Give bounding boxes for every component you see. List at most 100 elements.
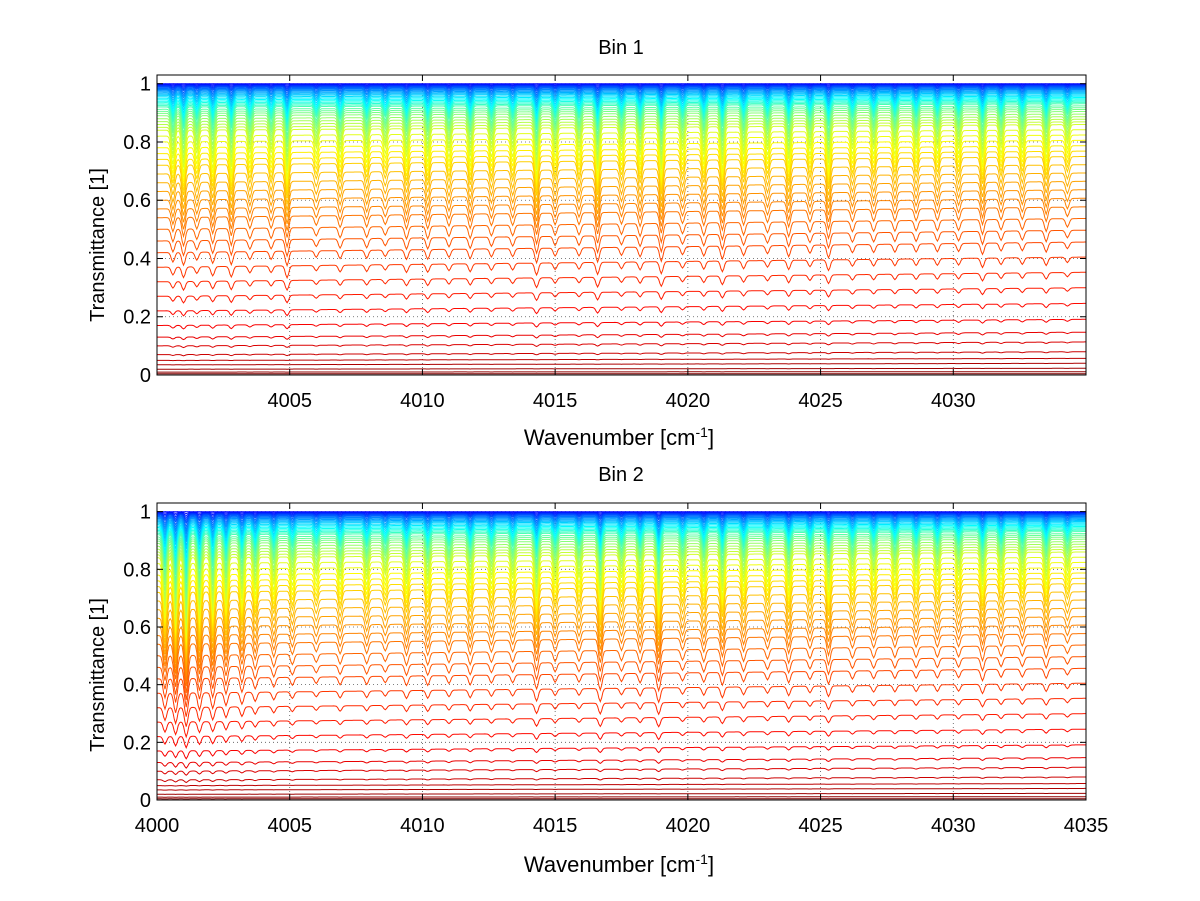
y-tick-label: 0.2	[123, 307, 151, 329]
series-line	[157, 556, 1086, 647]
series-line	[157, 567, 1086, 652]
series-line	[157, 792, 1086, 795]
x-tick-label: 4020	[666, 390, 711, 412]
series-line	[157, 331, 1086, 341]
y-tick-label: 0.6	[123, 190, 151, 212]
series-line	[157, 83, 1086, 86]
bin-1-xlabel-main: Wavenumber [cm	[524, 425, 696, 450]
series-line	[157, 546, 1086, 628]
series-line	[157, 577, 1086, 657]
series-line	[157, 521, 1086, 550]
series-line	[157, 607, 1086, 672]
series-line	[157, 89, 1086, 100]
bin-2-xlabel-end: ]	[708, 852, 714, 877]
series-line	[157, 118, 1086, 163]
bin-2-xlabel: Wavenumber [cm-1]	[524, 851, 714, 877]
x-tick-label: 4020	[666, 815, 711, 837]
series-line	[157, 341, 1086, 349]
bin-2-xlabel-sup: -1	[696, 851, 709, 867]
series-line	[157, 121, 1086, 167]
series-line	[157, 92, 1086, 108]
series-line	[157, 644, 1086, 693]
x-tick-label: 4025	[798, 815, 843, 837]
series-line	[157, 156, 1086, 198]
series-line	[157, 536, 1086, 601]
series-line	[157, 522, 1086, 554]
bin-1-xlabel-sup: -1	[696, 424, 709, 440]
bin-1-axes-box	[156, 74, 1087, 376]
series-line	[157, 538, 1086, 607]
y-tick-label: 0.8	[123, 132, 151, 154]
series-line	[157, 514, 1086, 525]
series-line	[157, 572, 1086, 654]
series-line	[157, 139, 1086, 186]
y-tick-label: 0.2	[123, 732, 151, 754]
series-line	[157, 591, 1086, 664]
bin-2-ticks: 4000 4005 4010 4015 4020 4025 4030 4035 0 0.2 0.4 0…	[123, 502, 1108, 837]
series-line	[157, 528, 1086, 575]
series-line	[157, 744, 1086, 760]
series-line	[157, 548, 1086, 635]
bin-1-title: Bin 1	[598, 37, 644, 59]
series-line	[157, 88, 1086, 98]
series-line	[157, 541, 1086, 614]
series-line	[157, 529, 1086, 580]
series-line	[157, 189, 1086, 225]
series-line	[157, 102, 1086, 129]
y-tick-label: 1	[140, 74, 151, 96]
series-line	[157, 180, 1086, 218]
series-line	[157, 682, 1086, 717]
series-line	[157, 583, 1086, 660]
series-line	[157, 99, 1086, 123]
bin-1-xlabel-end: ]	[708, 425, 714, 450]
series-line	[157, 217, 1087, 249]
series-line	[157, 633, 1087, 687]
series-line	[156, 534, 1086, 595]
series-line	[157, 523, 1086, 559]
bin-1-series-group	[156, 83, 1087, 375]
series-line	[157, 172, 1086, 211]
y-tick-label: 1	[140, 502, 151, 524]
y-tick-label: 0	[140, 790, 151, 812]
x-tick-label: 4005	[267, 390, 312, 412]
series-line	[157, 318, 1086, 330]
series-line	[157, 90, 1086, 103]
x-tick-label: 4005	[267, 815, 312, 837]
series-line	[157, 520, 1086, 546]
bin-2-axes-box	[156, 502, 1087, 801]
series-line	[157, 796, 1086, 798]
series-line	[157, 95, 1086, 116]
series-line	[157, 518, 1086, 541]
series-line	[157, 517, 1086, 537]
series-line	[157, 129, 1086, 178]
series-line	[157, 787, 1086, 791]
y-tick-label: 0	[140, 365, 151, 387]
series-line	[157, 241, 1086, 268]
series-line	[157, 531, 1086, 584]
series-line	[157, 516, 1086, 534]
series-line	[157, 766, 1086, 776]
x-tick-label: 4025	[798, 390, 843, 412]
series-line	[157, 624, 1087, 682]
series-line	[157, 728, 1087, 749]
series-line	[157, 526, 1086, 567]
bin-2-series-group	[156, 511, 1087, 800]
bin-2-ylabel: Transmittance [1]	[87, 598, 109, 752]
series-line	[157, 87, 1086, 94]
x-tick-label: 4010	[400, 815, 445, 837]
series-line	[157, 351, 1086, 357]
series-line	[157, 551, 1086, 641]
series-line	[157, 108, 1087, 143]
series-line	[157, 103, 1086, 132]
series-line	[157, 561, 1086, 649]
series-line	[157, 97, 1086, 119]
series-line	[157, 229, 1086, 258]
series-line	[157, 757, 1086, 769]
series-line	[157, 105, 1086, 136]
bin-2-panel: Bin 2 Transmittance [1] Wavenumber [cm-1…	[87, 464, 1108, 877]
y-tick-label: 0.8	[123, 559, 151, 581]
series-line	[157, 93, 1086, 110]
series-line	[157, 124, 1086, 172]
series-line	[157, 134, 1086, 182]
